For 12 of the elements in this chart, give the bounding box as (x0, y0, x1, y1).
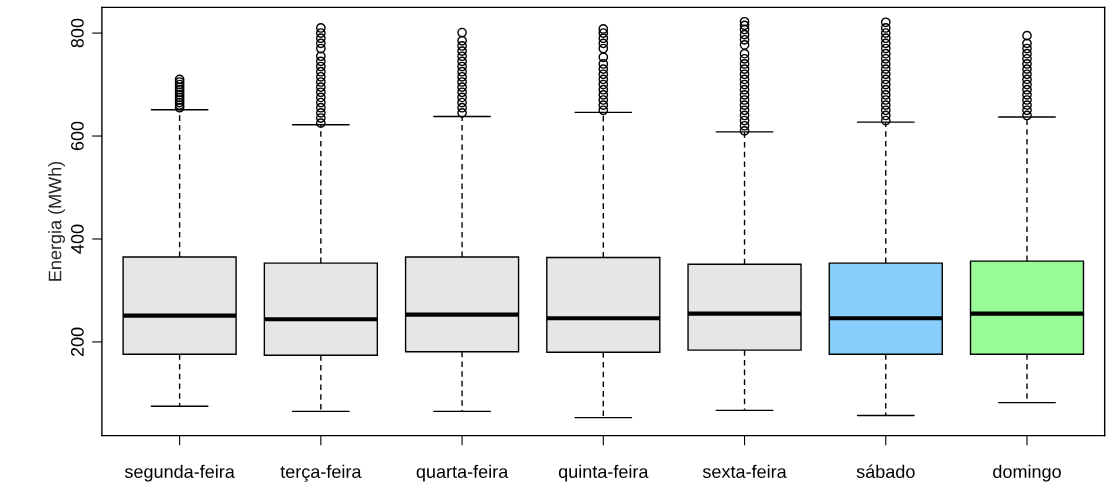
y-tick-label: 800 (71, 18, 84, 48)
x-tick-label: quinta-feira (558, 464, 649, 482)
y-axis-title: Energia (MWh) (48, 161, 65, 281)
x-tick-label: domingo (993, 464, 1061, 482)
x-tick-label: terça-feira (280, 464, 362, 482)
y-tick-label: 200 (71, 327, 84, 357)
x-tick-label: sábado (856, 464, 915, 479)
x-tick-label: quarta-feira (416, 464, 509, 482)
x-tick-label: sexta-feira (702, 464, 787, 479)
y-tick-label: 400 (71, 224, 84, 254)
x-tick-label: segunda-feira (124, 464, 235, 482)
y-tick-label: 600 (71, 121, 84, 151)
